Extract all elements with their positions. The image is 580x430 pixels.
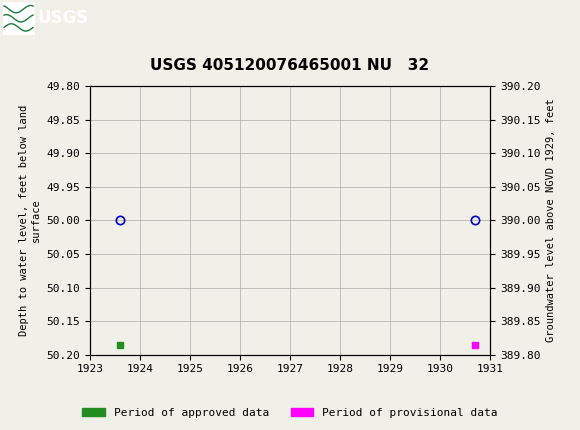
- Y-axis label: Groundwater level above NGVD 1929, feet: Groundwater level above NGVD 1929, feet: [546, 98, 556, 342]
- Legend: Period of approved data, Period of provisional data: Period of approved data, Period of provi…: [78, 403, 502, 422]
- Bar: [3, 2, 35, 35]
- Y-axis label: Depth to water level, feet below land
surface: Depth to water level, feet below land su…: [19, 105, 41, 336]
- Text: USGS: USGS: [38, 9, 89, 27]
- Text: USGS 405120076465001 NU   32: USGS 405120076465001 NU 32: [150, 58, 430, 73]
